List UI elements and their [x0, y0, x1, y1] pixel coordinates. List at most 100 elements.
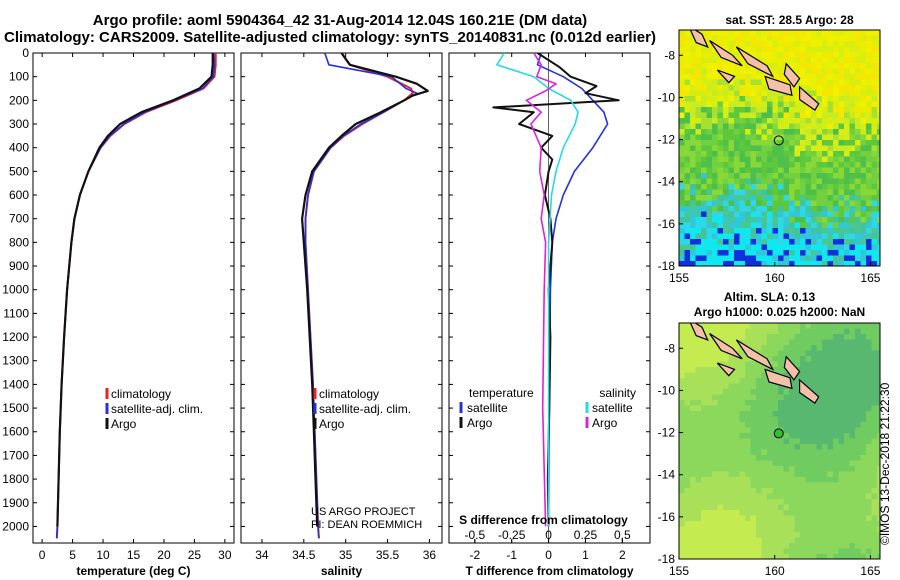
map-cell	[877, 167, 880, 174]
map-cell	[789, 554, 795, 559]
map-cell	[816, 200, 823, 207]
map-cell	[866, 228, 872, 234]
map-cell	[860, 350, 867, 357]
map-cell	[767, 394, 773, 401]
map-cell	[761, 85, 768, 91]
map-cell	[679, 482, 685, 489]
map-cell	[701, 394, 707, 401]
map-cell	[783, 101, 790, 108]
map-cell	[723, 112, 729, 119]
map-cell	[684, 323, 691, 329]
map-cell	[723, 488, 729, 494]
map-cell	[761, 367, 768, 373]
map-cell	[794, 444, 801, 450]
map-cell	[701, 493, 707, 500]
map-cell	[844, 118, 850, 124]
map-cell	[690, 455, 696, 461]
map-cell	[778, 107, 784, 113]
map-cell	[717, 521, 724, 527]
map-cell	[772, 195, 779, 201]
x-tick-label: -1	[506, 548, 517, 562]
map-cell	[728, 554, 735, 559]
map-cell	[679, 107, 685, 113]
map-cell	[750, 178, 757, 185]
map-cell	[860, 383, 867, 390]
map-cell	[717, 195, 724, 201]
legend-label: satellite-adj. clim.	[111, 402, 203, 416]
map-cell	[706, 41, 713, 47]
map-cell	[871, 195, 878, 201]
map-cell	[695, 548, 702, 555]
map-cell	[794, 356, 801, 362]
map-cell	[833, 367, 839, 373]
map-cell	[778, 217, 784, 223]
map-cell	[871, 521, 878, 527]
map-cell	[723, 389, 729, 395]
map-cell	[805, 123, 812, 130]
map-cell	[811, 427, 817, 434]
map-cell	[756, 222, 762, 229]
y-tick-label: 1500	[2, 401, 29, 415]
map-cell	[844, 112, 850, 119]
map-cell	[701, 323, 707, 329]
map-cell	[701, 189, 707, 196]
map-cell	[822, 345, 828, 351]
map-cell	[860, 323, 867, 329]
map-cell	[690, 200, 696, 207]
map-cell	[811, 521, 817, 527]
map-cell	[827, 460, 834, 467]
map-cell	[816, 455, 823, 461]
map-cell	[789, 449, 795, 456]
map-cell	[739, 433, 746, 439]
map-cell	[772, 455, 779, 461]
map-cell	[805, 477, 812, 483]
x-axis-label: temperature (deg C)	[76, 564, 190, 578]
map-cell	[855, 378, 861, 384]
map-cell	[772, 521, 779, 527]
map-cell	[701, 107, 707, 113]
map-cell	[805, 178, 812, 185]
map-cell	[866, 339, 872, 346]
map-cell	[822, 422, 828, 428]
map-cell	[877, 427, 880, 434]
map-cell	[717, 167, 724, 174]
map-cell	[767, 367, 773, 373]
map-cell	[701, 112, 707, 119]
map-cell	[690, 52, 696, 58]
map-cell	[695, 162, 702, 168]
map-cell	[750, 554, 757, 559]
map-cell	[679, 411, 685, 417]
map-cell	[849, 378, 856, 384]
map-cell	[833, 250, 839, 256]
map-cell	[723, 372, 729, 379]
map-cell	[827, 250, 834, 256]
map-cell	[860, 184, 867, 190]
map-cell	[844, 85, 850, 91]
map-cell	[866, 554, 872, 559]
map-cell	[745, 173, 751, 179]
map-cell	[827, 107, 834, 113]
map-cell	[811, 334, 817, 340]
map-cell	[684, 427, 691, 434]
map-cell	[695, 112, 702, 119]
map-cell	[838, 328, 845, 335]
map-cell	[871, 482, 878, 489]
map-cell	[706, 438, 713, 445]
map-cell	[800, 200, 806, 207]
map-cell	[778, 211, 784, 218]
map-cell	[706, 361, 713, 368]
map-cell	[838, 378, 845, 384]
map-cell	[750, 134, 757, 141]
map-cell	[761, 255, 768, 262]
map-cell	[778, 173, 784, 179]
map-cell	[844, 244, 850, 251]
map-cell	[734, 112, 740, 119]
map-cell	[816, 30, 823, 36]
map-cell	[800, 510, 806, 516]
map-cell	[695, 195, 702, 201]
map-cell	[717, 233, 724, 240]
map-cell	[701, 405, 707, 412]
map-cell	[734, 510, 740, 516]
map-cell	[739, 228, 746, 234]
map-cell	[690, 339, 696, 346]
